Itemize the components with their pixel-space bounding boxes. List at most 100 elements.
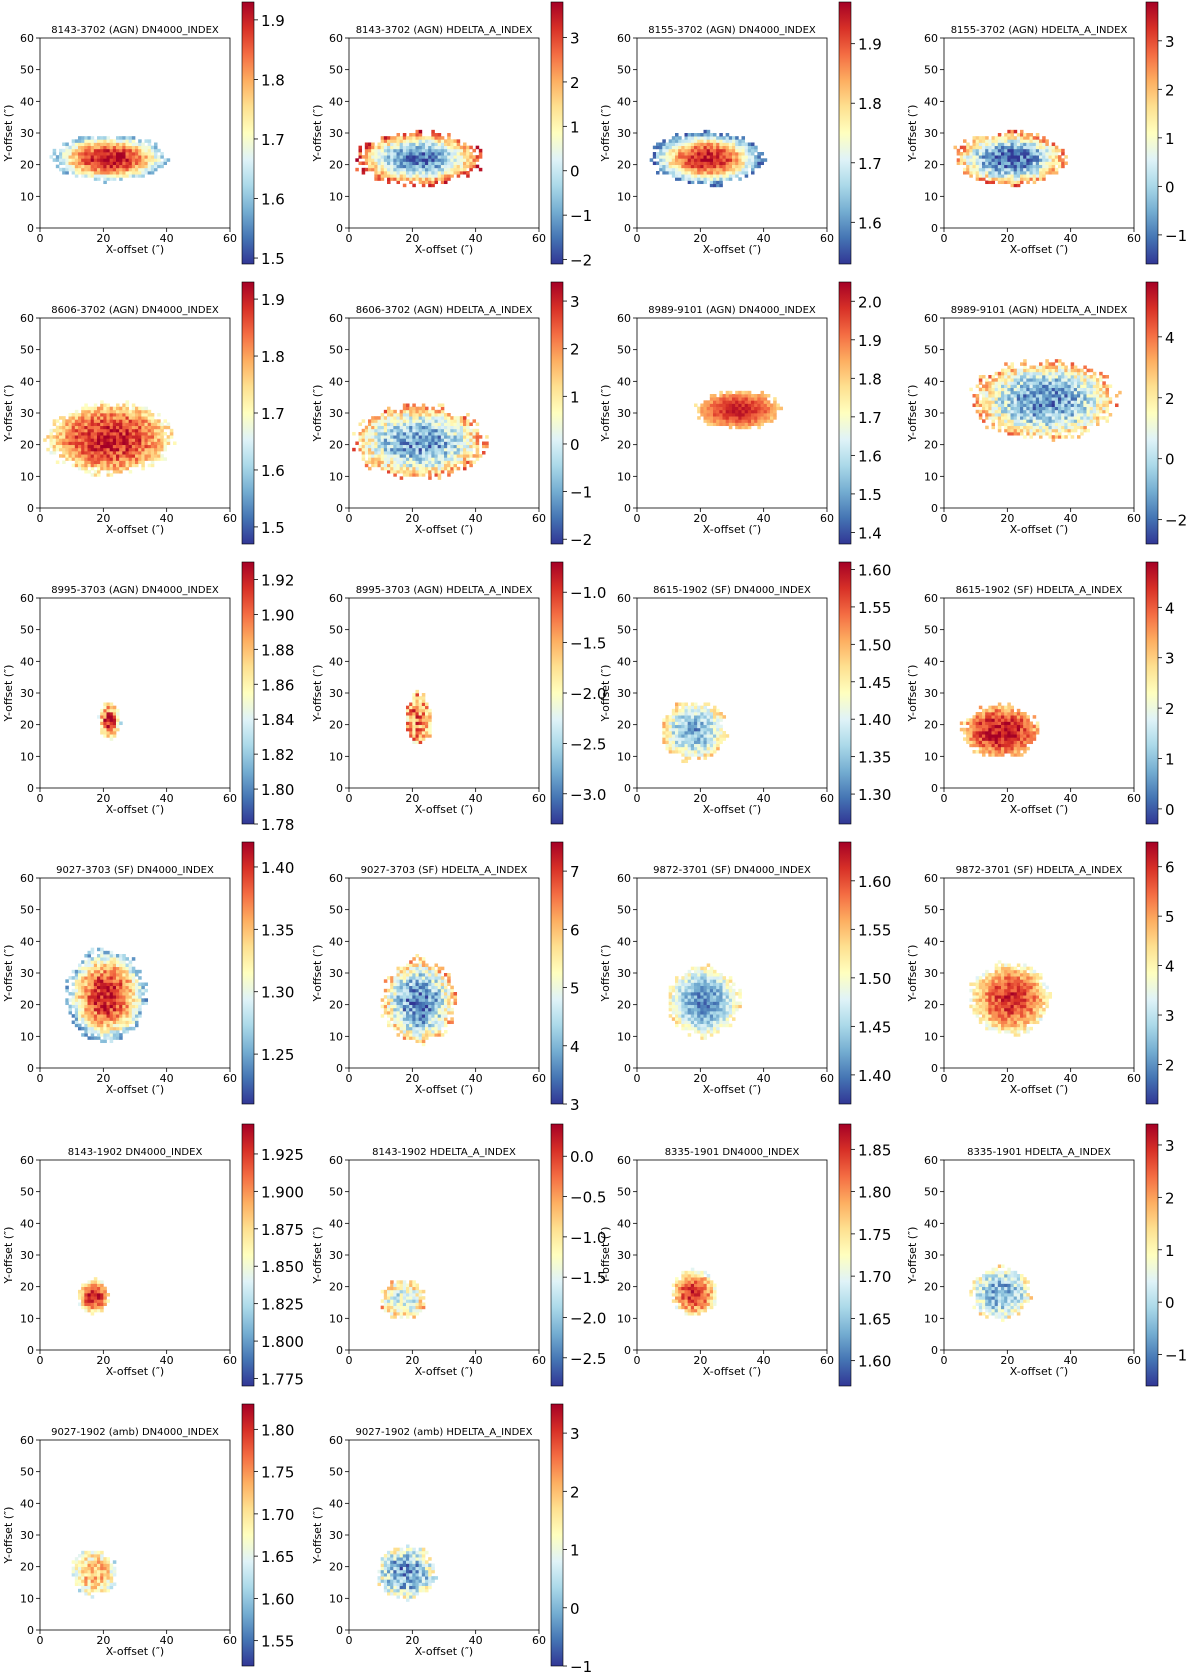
heatmap-cell	[450, 416, 454, 420]
heatmap-cell	[103, 708, 107, 713]
heatmap-cell	[428, 435, 432, 439]
heatmap-cell	[444, 167, 448, 172]
colorbar: 1.51.61.71.81.9	[241, 1, 285, 268]
heatmap-cell	[131, 463, 136, 468]
heatmap-cell	[406, 435, 410, 439]
heatmap-cell	[444, 148, 448, 153]
heatmap-cell	[450, 419, 454, 423]
heatmap-cell	[1020, 384, 1024, 389]
heatmap-cell	[415, 466, 420, 471]
heatmap-pixels	[953, 129, 1068, 188]
heatmap-cell	[697, 734, 701, 738]
heatmap-cell	[709, 161, 714, 166]
heatmap-cell	[982, 167, 986, 172]
heatmap-cell	[141, 413, 145, 417]
heatmap-cell	[978, 167, 983, 172]
heatmap-cell	[383, 142, 388, 147]
heatmap-cell	[665, 155, 670, 159]
heatmap-cell	[1004, 425, 1008, 430]
heatmap-cell	[1061, 365, 1065, 370]
heatmap-cell	[725, 136, 730, 140]
heatmap-cell	[1029, 375, 1034, 379]
heatmap-cell	[399, 177, 404, 181]
heatmap-cell	[719, 422, 723, 427]
heatmap-cell	[719, 390, 723, 395]
heatmap-cell	[402, 419, 407, 423]
heatmap-cell	[1032, 139, 1037, 143]
heatmap-cell	[1029, 406, 1034, 411]
heatmap-cell	[1058, 381, 1062, 385]
heatmap-cell	[1115, 394, 1119, 398]
heatmap-cell	[406, 721, 410, 726]
heatmap-cell	[437, 409, 442, 414]
heatmap-cell	[719, 400, 723, 404]
heatmap-cell	[1042, 164, 1046, 169]
heatmap-cell	[390, 435, 394, 439]
heatmap-cell	[412, 142, 416, 147]
heatmap-cell	[106, 413, 111, 417]
heatmap-cell	[62, 148, 66, 153]
heatmap-cell	[694, 702, 698, 707]
heatmap-cell	[412, 155, 416, 159]
heatmap-cell	[1013, 148, 1018, 153]
heatmap-cell	[116, 422, 120, 427]
heatmap-cell	[154, 152, 158, 156]
heatmap-cell	[415, 460, 420, 465]
heatmap-cell	[1020, 387, 1024, 392]
heatmap-cell	[779, 406, 784, 411]
heatmap-cell	[1023, 171, 1027, 175]
heatmap-cell	[709, 400, 714, 404]
heatmap-cell	[1061, 161, 1065, 166]
heatmap-cell	[1054, 432, 1059, 436]
heatmap-cell	[469, 432, 473, 436]
heatmap-cell	[1020, 158, 1024, 162]
heatmap-cell	[466, 447, 470, 452]
heatmap-cell	[988, 413, 992, 417]
heatmap-cell	[87, 413, 92, 417]
heatmap-cell	[106, 444, 111, 449]
heatmap-cell	[364, 425, 369, 430]
heatmap-cell	[709, 403, 714, 408]
heatmap-cell	[364, 451, 369, 455]
heatmap-cell	[406, 444, 410, 449]
heatmap-cell	[741, 416, 746, 420]
heatmap-cell	[409, 724, 413, 729]
heatmap-cell	[450, 148, 454, 153]
heatmap-cell	[119, 435, 123, 439]
heatmap-cell	[741, 142, 746, 147]
heatmap-cell	[1007, 409, 1011, 414]
heatmap-cell	[1048, 425, 1053, 430]
heatmap-cell	[415, 142, 420, 147]
heatmap-cell	[418, 428, 423, 433]
heatmap-cell	[390, 174, 394, 178]
heatmap-cell	[1054, 368, 1059, 373]
heatmap-cell	[380, 463, 385, 468]
heatmap-cell	[135, 142, 139, 147]
heatmap-cell	[418, 180, 423, 185]
heatmap-cell	[119, 158, 123, 162]
heatmap-cell	[368, 142, 372, 147]
heatmap-cell	[421, 438, 426, 442]
heatmap-cell	[978, 403, 983, 408]
heatmap-cell	[440, 416, 445, 420]
heatmap-cell	[157, 422, 161, 427]
heatmap-cell	[966, 145, 970, 150]
heatmap-cell	[713, 400, 717, 404]
heatmap-cell	[361, 161, 366, 166]
heatmap-cell	[84, 454, 88, 458]
y-tick-label: 10	[924, 470, 938, 483]
heatmap-cell	[1064, 428, 1068, 433]
heatmap-cell	[1026, 371, 1030, 376]
heatmap-cell	[1013, 152, 1018, 156]
x-tick-label: 40	[757, 512, 771, 525]
heatmap-cell	[1001, 422, 1005, 427]
heatmap-cell	[440, 447, 445, 452]
heatmap-cell	[453, 164, 458, 169]
heatmap-cell	[713, 136, 717, 140]
heatmap-cell	[135, 463, 139, 468]
heatmap-cell	[959, 155, 964, 159]
heatmap-cell	[425, 731, 429, 735]
heatmap-cell	[1058, 432, 1062, 436]
heatmap-cell	[1010, 142, 1015, 147]
colorbar: 1.781.801.821.841.861.881.901.92	[241, 561, 294, 834]
